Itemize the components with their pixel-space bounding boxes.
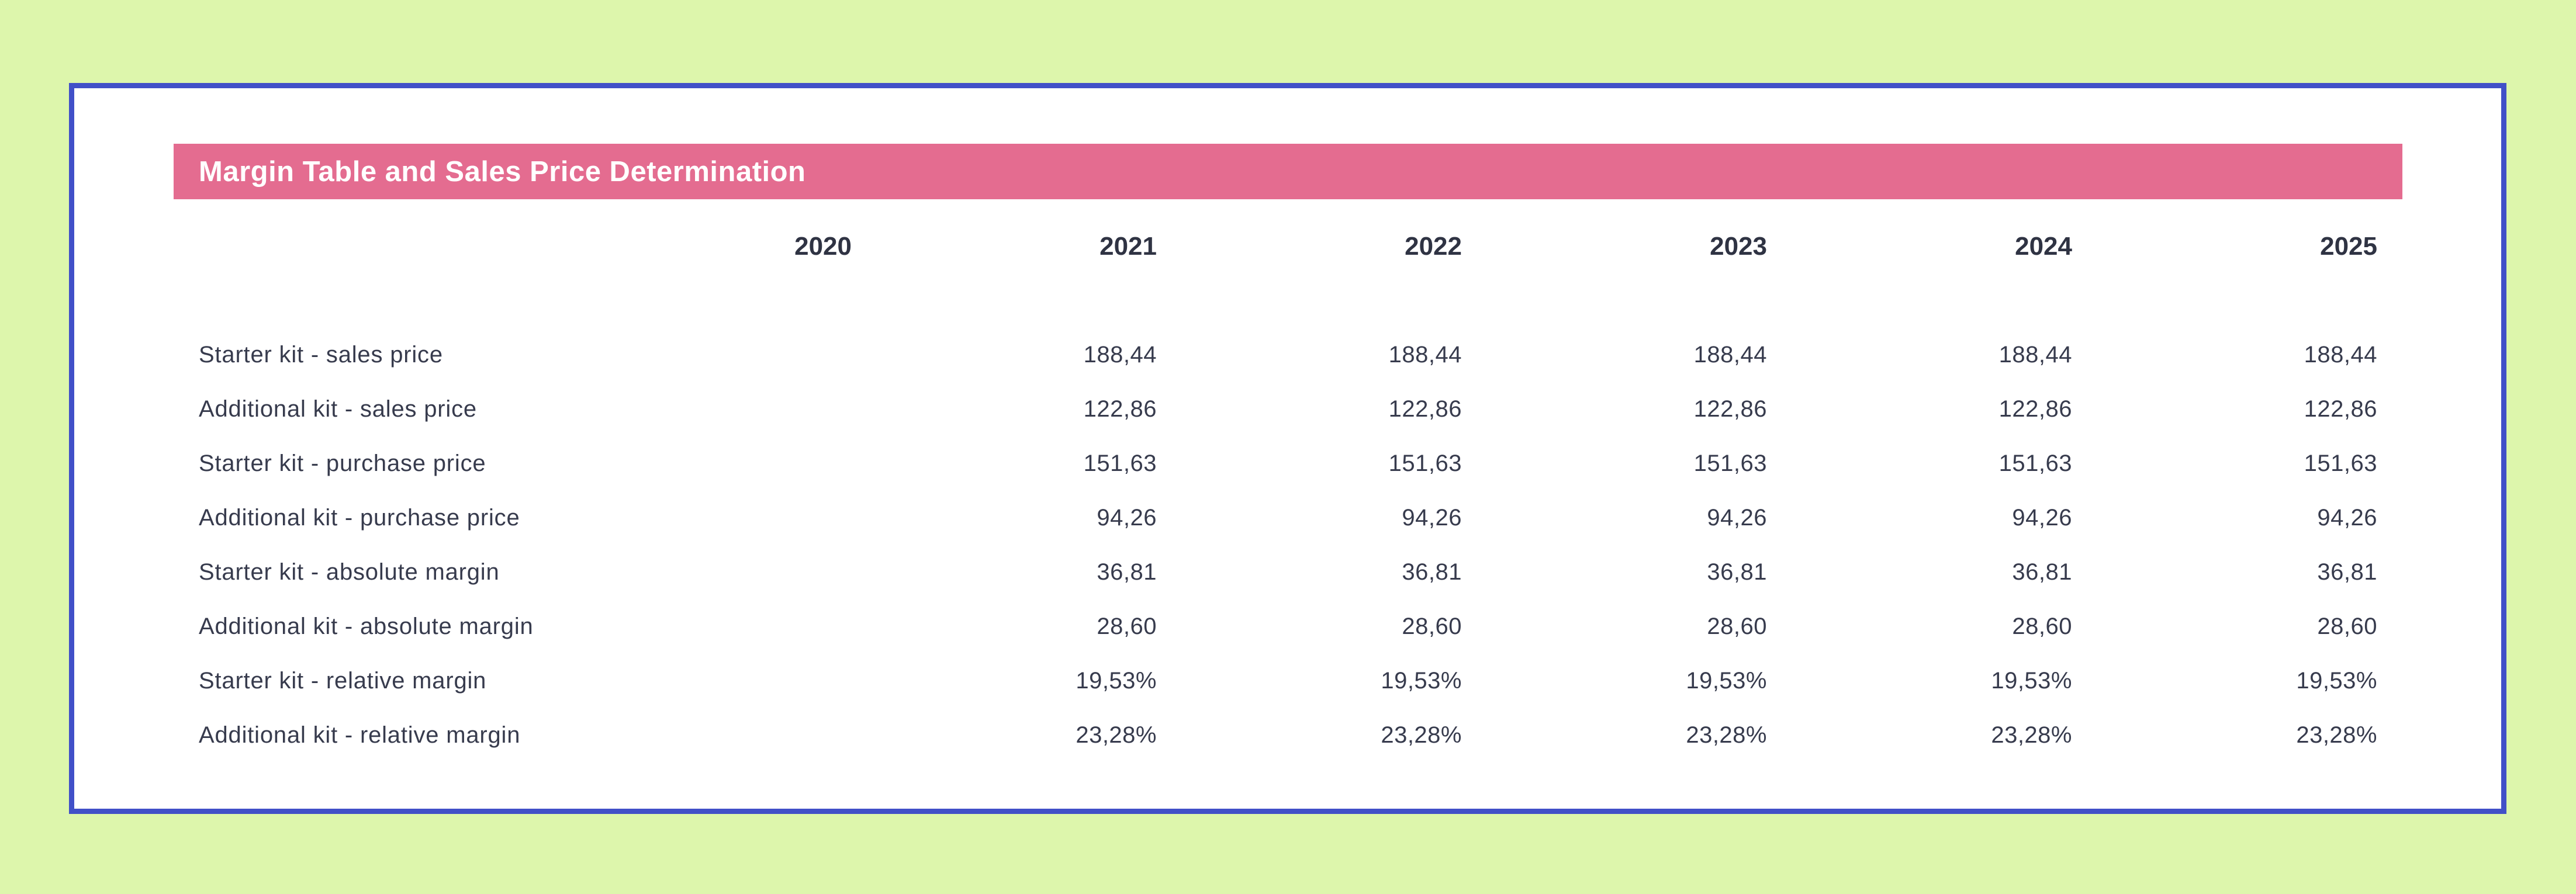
value-cell: 188,44 <box>1388 342 1462 368</box>
value-cell: 23,28% <box>2296 722 2377 748</box>
value-cell: 28,60 <box>1707 614 1767 639</box>
value-cell: 28,60 <box>1097 614 1157 639</box>
value-cell: 23,28% <box>1686 722 1767 748</box>
value-cell: 122,86 <box>2304 396 2377 422</box>
table-row: Starter kit - sales price 188,44 188,44 … <box>174 328 2402 382</box>
value-cell: 151,63 <box>1388 451 1462 476</box>
value-cell: 19,53% <box>1076 668 1157 694</box>
year-header-2021: 2021 <box>1099 231 1157 261</box>
value-cell: 94,26 <box>2317 505 2377 531</box>
table-row: Additional kit - sales price 122,86 122,… <box>174 382 2402 436</box>
margin-table: 2020 2021 2022 2023 2024 2025 Starter ki… <box>174 219 2402 763</box>
value-cell: 94,26 <box>1097 505 1157 531</box>
row-label: Additional kit - absolute margin <box>199 614 534 639</box>
value-cell: 23,28% <box>1381 722 1462 748</box>
value-cell: 188,44 <box>1083 342 1157 368</box>
value-cell: 188,44 <box>1998 342 2072 368</box>
table-row: Additional kit - absolute margin 28,60 2… <box>174 600 2402 654</box>
value-cell: 122,86 <box>1388 396 1462 422</box>
row-label: Starter kit - absolute margin <box>199 559 500 585</box>
table-row: Starter kit - relative margin 19,53% 19,… <box>174 654 2402 708</box>
value-cell: 28,60 <box>2317 614 2377 639</box>
value-cell: 19,53% <box>2296 668 2377 694</box>
value-cell: 36,81 <box>1097 559 1157 585</box>
title-bar: Margin Table and Sales Price Determinati… <box>174 144 2402 199</box>
value-cell: 19,53% <box>1686 668 1767 694</box>
value-cell: 94,26 <box>1402 505 1462 531</box>
value-cell: 28,60 <box>2012 614 2072 639</box>
value-cell: 151,63 <box>2304 451 2377 476</box>
year-header-2022: 2022 <box>1405 231 1462 261</box>
table-row: Starter kit - absolute margin 36,81 36,8… <box>174 545 2402 600</box>
year-header-row: 2020 2021 2022 2023 2024 2025 <box>174 219 2402 273</box>
value-cell: 19,53% <box>1991 668 2072 694</box>
table-row: Starter kit - purchase price 151,63 151,… <box>174 436 2402 491</box>
value-cell: 122,86 <box>1083 396 1157 422</box>
row-label: Starter kit - relative margin <box>199 668 487 694</box>
value-cell: 23,28% <box>1991 722 2072 748</box>
value-cell: 36,81 <box>1707 559 1767 585</box>
row-label: Starter kit - purchase price <box>199 451 486 476</box>
value-cell: 122,86 <box>1998 396 2072 422</box>
value-cell: 188,44 <box>2304 342 2377 368</box>
value-cell: 151,63 <box>1998 451 2072 476</box>
value-cell: 36,81 <box>1402 559 1462 585</box>
value-cell: 19,53% <box>1381 668 1462 694</box>
margin-table-card: Margin Table and Sales Price Determinati… <box>69 83 2506 814</box>
value-cell: 188,44 <box>1693 342 1767 368</box>
year-header-2025: 2025 <box>2320 231 2377 261</box>
row-label: Additional kit - sales price <box>199 396 477 422</box>
table-row: Additional kit - relative margin 23,28% … <box>174 708 2402 763</box>
value-cell: 28,60 <box>1402 614 1462 639</box>
value-cell: 94,26 <box>1707 505 1767 531</box>
value-cell: 122,86 <box>1693 396 1767 422</box>
value-cell: 23,28% <box>1076 722 1157 748</box>
page-title: Margin Table and Sales Price Determinati… <box>199 155 806 188</box>
year-header-2023: 2023 <box>1710 231 1767 261</box>
year-header-2024: 2024 <box>2015 231 2072 261</box>
value-cell: 151,63 <box>1693 451 1767 476</box>
value-cell: 151,63 <box>1083 451 1157 476</box>
row-label: Starter kit - sales price <box>199 342 443 368</box>
value-cell: 36,81 <box>2317 559 2377 585</box>
table-body: Starter kit - sales price 188,44 188,44 … <box>174 328 2402 763</box>
value-cell: 94,26 <box>2012 505 2072 531</box>
year-header-2020: 2020 <box>794 231 852 261</box>
table-row: Additional kit - purchase price 94,26 94… <box>174 491 2402 545</box>
row-label: Additional kit - relative margin <box>199 722 521 748</box>
value-cell: 36,81 <box>2012 559 2072 585</box>
row-label: Additional kit - purchase price <box>199 505 520 531</box>
